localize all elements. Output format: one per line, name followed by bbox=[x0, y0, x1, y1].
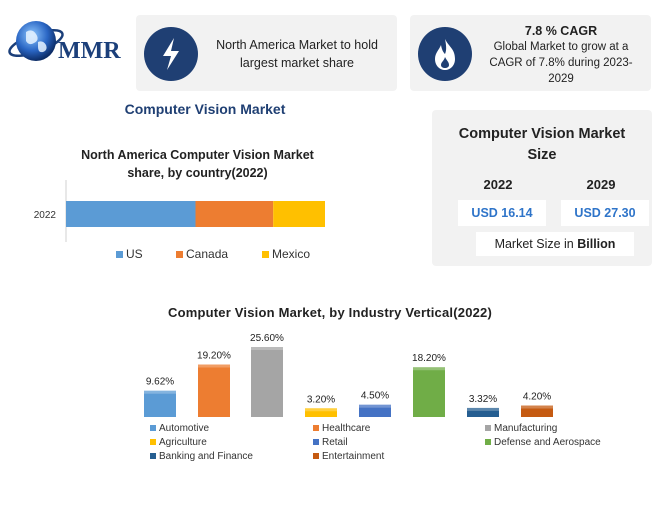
industry-chart-title: Computer Vision Market, by Industry Vert… bbox=[167, 305, 493, 320]
data-label-entertainment: 4.20% bbox=[523, 392, 551, 403]
legend-swatch-agriculture bbox=[150, 439, 156, 445]
na-legend-label-us: US bbox=[126, 247, 143, 261]
highlight-card-cagr: 7.8 % CAGR Global Market to grow at a CA… bbox=[410, 15, 651, 91]
legend-swatch-healthcare bbox=[313, 425, 319, 431]
bar-automotive bbox=[144, 390, 176, 417]
unit-note-bold: Billion bbox=[577, 237, 616, 251]
na-legend-label-canada: Canada bbox=[186, 247, 228, 261]
legend-swatch-retail bbox=[313, 439, 319, 445]
market-size-title-line1: Computer Vision Market bbox=[458, 126, 626, 142]
bar-highlight bbox=[413, 367, 445, 371]
legend-label-banking-and-finance: Banking and Finance bbox=[159, 451, 253, 462]
na-bar-canada bbox=[195, 201, 274, 227]
bar-defense-and-aerospace bbox=[413, 367, 445, 417]
data-label-manufacturing: 25.60% bbox=[250, 333, 284, 344]
highlight-card-north-america: North America Market to hold largest mar… bbox=[136, 15, 397, 91]
data-label-banking-and-finance: 3.32% bbox=[469, 394, 497, 405]
industry-vertical-chart: Computer Vision Market, by Industry Vert… bbox=[0, 300, 657, 507]
na-bar-us bbox=[66, 201, 196, 227]
unit-note-prefix: Market Size in bbox=[494, 237, 578, 251]
legend-swatch-automotive bbox=[150, 425, 156, 431]
legend-swatch-banking-and-finance bbox=[150, 453, 156, 459]
value-2029: USD 27.30 bbox=[561, 200, 649, 226]
legend-label-manufacturing: Manufacturing bbox=[494, 423, 557, 434]
logo-text: MMR bbox=[58, 38, 121, 64]
globe-icon bbox=[8, 21, 64, 61]
bar-banking-and-finance bbox=[467, 407, 499, 417]
bar-highlight bbox=[467, 407, 499, 411]
bar-manufacturing bbox=[251, 347, 283, 417]
north-america-share-chart: North America Computer Vision Market sha… bbox=[0, 140, 420, 270]
market-size-title-line2: Size bbox=[527, 147, 557, 163]
na-chart-title-line2: share, by country(2022) bbox=[127, 166, 268, 180]
legend-swatch-defense-and-aerospace bbox=[485, 439, 491, 445]
na-legend-swatch-us bbox=[116, 251, 123, 258]
bar-retail bbox=[359, 404, 391, 417]
na-legend-swatch-mexico bbox=[262, 251, 269, 258]
bar-entertainment bbox=[521, 405, 553, 417]
na-bar-mexico bbox=[273, 201, 325, 227]
logo: MMR bbox=[4, 12, 134, 72]
bar-highlight bbox=[521, 405, 553, 409]
legend-swatch-manufacturing bbox=[485, 425, 491, 431]
legend-label-agriculture: Agriculture bbox=[159, 437, 207, 448]
card1-line1: North America Market to hold bbox=[216, 38, 378, 52]
bar-highlight bbox=[198, 364, 230, 368]
data-label-retail: 4.50% bbox=[361, 391, 389, 402]
industry-chart-svg: 9.62% 19.20% 25.60% 3.20% 4.50% 18.20% 3.32% 4.… bbox=[144, 333, 601, 462]
card2-line1: Global Market to grow at a bbox=[493, 41, 629, 53]
bar-healthcare bbox=[198, 364, 230, 417]
market-size-card: Computer Vision Market Size 2022 2029 US… bbox=[432, 110, 652, 266]
na-chart-svg: 2022 US Canada Mexico bbox=[34, 180, 325, 261]
market-size-unit-note: Market Size in Billion bbox=[476, 232, 634, 256]
main-title: Computer Vision Market bbox=[124, 101, 286, 117]
bar-highlight bbox=[305, 408, 337, 412]
na-chart-title-line1: North America Computer Vision Market bbox=[81, 148, 314, 162]
card2-line3: 2029 bbox=[548, 73, 574, 85]
na-legend-swatch-canada bbox=[176, 251, 183, 258]
cagr-title: 7.8 % CAGR bbox=[524, 24, 598, 38]
year-2022-label: 2022 bbox=[483, 177, 513, 192]
data-label-healthcare: 19.20% bbox=[197, 351, 231, 362]
card2-line2: CAGR of 7.8% during 2023- bbox=[489, 57, 633, 69]
bar-agriculture bbox=[305, 408, 337, 417]
legend-label-entertainment: Entertainment bbox=[322, 451, 384, 462]
legend-label-automotive: Automotive bbox=[159, 423, 209, 434]
flame-icon bbox=[418, 27, 472, 81]
bar-highlight bbox=[144, 390, 176, 394]
lightning-icon bbox=[144, 27, 198, 81]
year-2029-label: 2029 bbox=[586, 177, 616, 192]
legend-label-retail: Retail bbox=[322, 437, 348, 448]
value-2022: USD 16.14 bbox=[458, 200, 546, 226]
na-legend-label-mexico: Mexico bbox=[272, 247, 310, 261]
bar-highlight bbox=[359, 404, 391, 408]
data-label-agriculture: 3.20% bbox=[307, 394, 335, 405]
legend-label-healthcare: Healthcare bbox=[322, 423, 371, 434]
data-label-automotive: 9.62% bbox=[146, 377, 174, 388]
legend-swatch-entertainment bbox=[313, 453, 319, 459]
card1-line2: largest market share bbox=[240, 56, 354, 70]
bar-highlight bbox=[251, 347, 283, 350]
legend-label-defense-and-aerospace: Defense and Aerospace bbox=[494, 437, 601, 448]
data-label-defense-and-aerospace: 18.20% bbox=[412, 353, 446, 364]
na-category-label: 2022 bbox=[34, 210, 57, 221]
